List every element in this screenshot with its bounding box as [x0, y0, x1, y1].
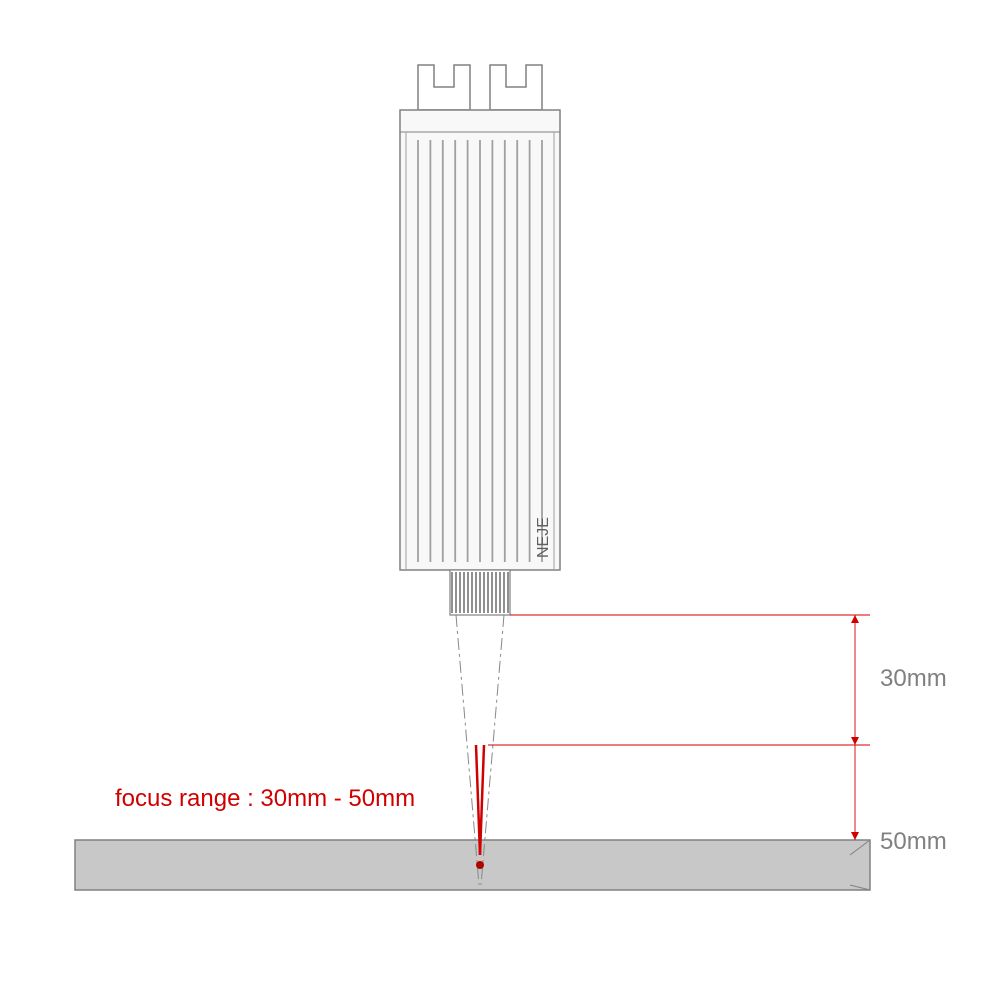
dim-50mm-label: 50mm [880, 828, 947, 856]
brand-label: NEJE [535, 517, 552, 558]
focus-range-label: focus range : 30mm - 50mm [115, 785, 415, 813]
laser-focus-diagram: NEJE [0, 0, 1000, 1000]
dim-30mm-label: 30mm [880, 665, 947, 693]
